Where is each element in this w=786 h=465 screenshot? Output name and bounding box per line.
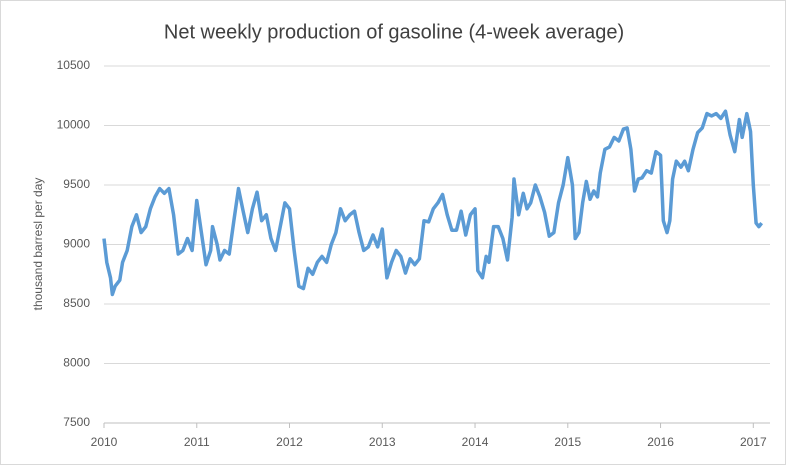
x-tick-label: 2010	[91, 435, 118, 449]
y-tick-label: 10000	[57, 118, 91, 132]
line-series	[102, 109, 764, 297]
y-tick-label: 8500	[63, 296, 90, 310]
x-tick-label: 2015	[554, 435, 581, 449]
chart-title: Net weekly production of gasoline (4-wee…	[164, 21, 624, 43]
x-tick-label: 2012	[276, 435, 303, 449]
y-tick-label: 9000	[63, 237, 90, 251]
y-axis-label: thousand barresl per day	[31, 178, 45, 311]
y-tick-label: 7500	[63, 415, 90, 429]
x-tick-label: 2014	[462, 435, 489, 449]
x-tick-label: 2016	[647, 435, 674, 449]
y-tick-label: 9500	[63, 177, 90, 191]
x-tick-label: 2011	[184, 435, 210, 449]
x-tick-label: 2017	[740, 435, 767, 449]
y-tick-label: 10500	[57, 58, 91, 72]
y-tick-label: 8000	[63, 356, 90, 370]
x-tick-label: 2013	[369, 435, 396, 449]
